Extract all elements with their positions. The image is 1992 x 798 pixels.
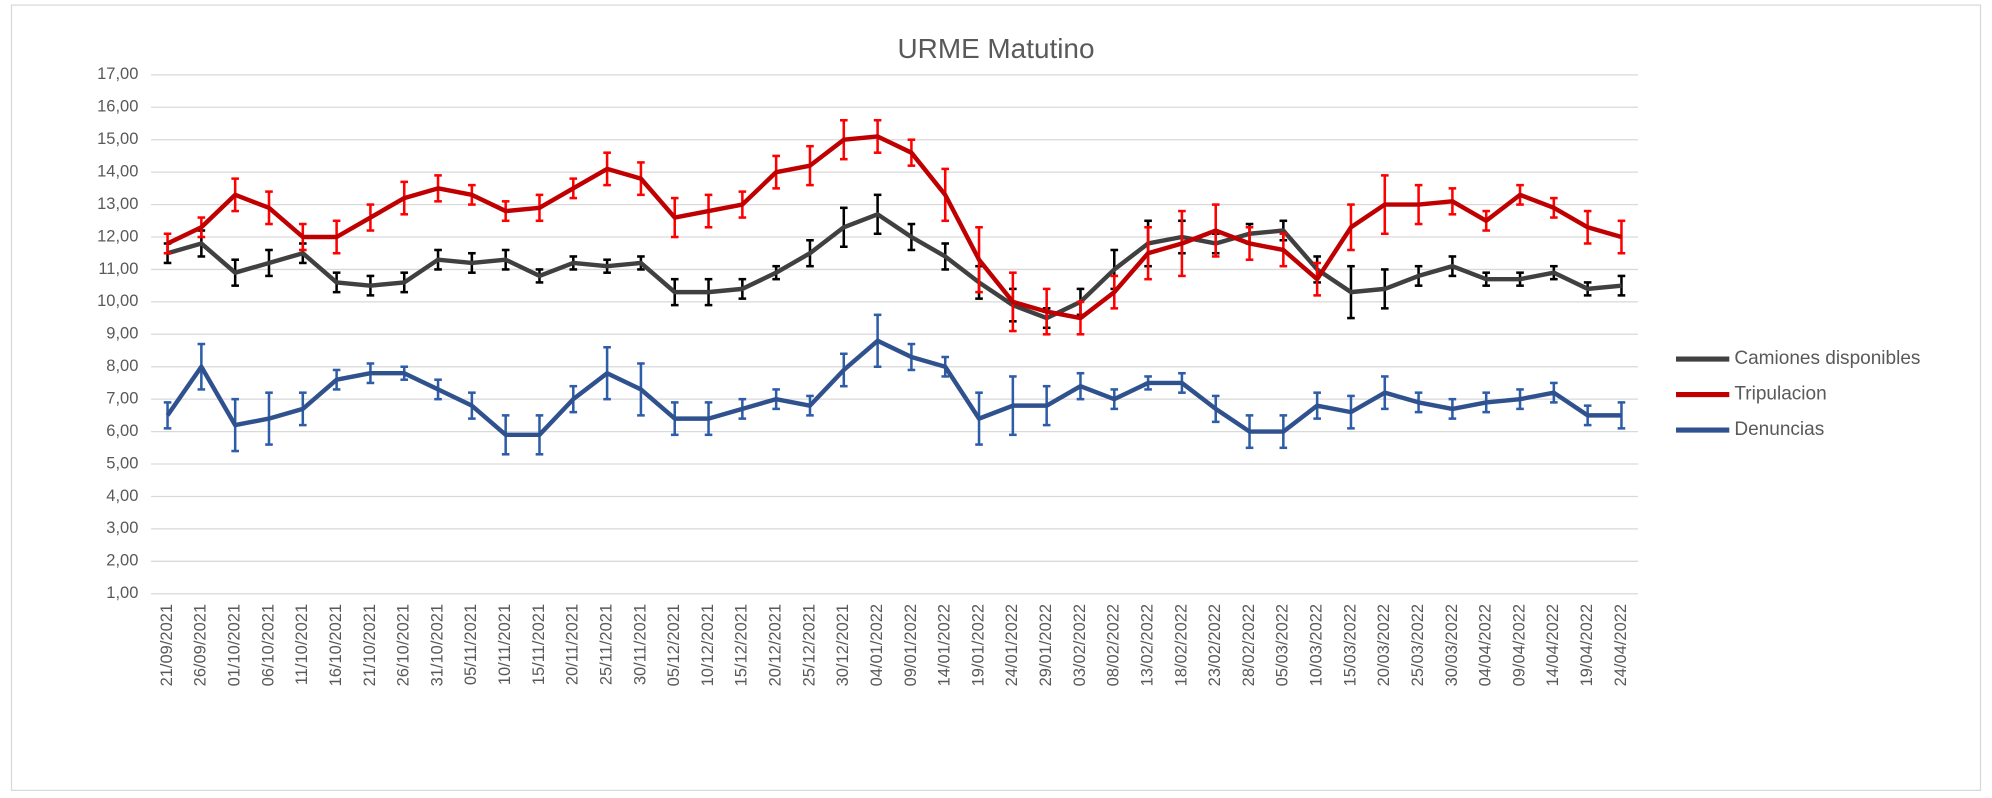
chart-border (10, 4, 1982, 792)
y-tick-label: 9,00 (106, 325, 138, 343)
y-tick-label: 16,00 (97, 98, 138, 116)
x-tick-label: 30/11/2021 (631, 604, 649, 685)
y-tick-label: 17,00 (97, 65, 138, 83)
y-tick-label: 2,00 (106, 552, 138, 570)
x-tick-label: 09/01/2022 (902, 604, 920, 687)
x-tick-label: 11/10/2021 (293, 604, 311, 685)
x-tick-label: 01/10/2021 (226, 604, 244, 687)
x-tick-label: 05/12/2021 (665, 604, 683, 687)
x-tick-label: 21/10/2021 (361, 604, 379, 687)
x-tick-label: 05/11/2021 (462, 604, 480, 685)
y-tick-label: 3,00 (106, 519, 138, 537)
x-tick-label: 26/10/2021 (395, 604, 413, 687)
legend-label: Camiones disponibles (1734, 348, 1920, 369)
x-tick-label: 04/01/2022 (868, 604, 886, 687)
y-tick-label: 6,00 (106, 422, 138, 440)
x-tick-label: 10/12/2021 (699, 604, 717, 687)
x-tick-label: 24/01/2022 (1003, 604, 1021, 687)
x-tick-label: 31/10/2021 (428, 604, 446, 687)
chart-title: URME Matutino (898, 33, 1095, 64)
y-tick-label: 1,00 (106, 584, 138, 602)
y-tick-label: 7,00 (106, 390, 138, 408)
x-tick-label: 21/09/2021 (158, 604, 176, 687)
x-tick-label: 09/04/2022 (1510, 604, 1528, 687)
y-tick-label: 13,00 (97, 195, 138, 213)
x-tick-label: 25/11/2021 (597, 604, 615, 685)
x-tick-label: 20/12/2021 (767, 604, 785, 687)
x-tick-label: 24/04/2022 (1612, 604, 1630, 687)
x-tick-label: 19/04/2022 (1578, 604, 1596, 687)
x-tick-label: 18/02/2022 (1172, 604, 1190, 687)
x-tick-label: 26/09/2021 (192, 604, 210, 687)
y-tick-label: 15,00 (97, 130, 138, 148)
x-tick-label: 05/03/2022 (1274, 604, 1292, 687)
y-tick-label: 14,00 (97, 163, 138, 181)
x-tick-label: 30/03/2022 (1443, 604, 1461, 687)
x-tick-label: 30/12/2021 (834, 604, 852, 687)
y-tick-label: 10,00 (97, 292, 138, 310)
series-line (166, 134, 1623, 321)
x-tick-label: 10/11/2021 (496, 604, 514, 685)
legend-label: Tripulacion (1734, 384, 1826, 405)
y-tick-label: 5,00 (106, 454, 138, 472)
x-tick-label: 13/02/2022 (1138, 604, 1156, 687)
x-tick-label: 20/03/2022 (1375, 604, 1393, 687)
x-tick-label: 14/01/2022 (936, 604, 954, 687)
x-tick-label: 10/03/2022 (1308, 604, 1326, 687)
y-tick-label: 8,00 (106, 357, 138, 375)
x-tick-label: 20/11/2021 (564, 604, 582, 685)
x-tick-label: 03/02/2022 (1071, 604, 1089, 687)
x-tick-label: 19/01/2022 (969, 604, 987, 687)
x-tick-label: 16/10/2021 (327, 604, 345, 687)
x-tick-label: 04/04/2022 (1477, 604, 1495, 687)
x-tick-label: 25/12/2021 (800, 604, 818, 687)
x-tick-label: 23/02/2022 (1206, 604, 1224, 687)
y-tick-label: 4,00 (106, 487, 138, 505)
series-line (166, 212, 1622, 321)
x-tick-label: 15/11/2021 (530, 604, 548, 685)
legend-label: Denuncias (1734, 419, 1824, 440)
x-tick-label: 25/03/2022 (1409, 604, 1427, 687)
x-tick-label: 28/02/2022 (1240, 604, 1258, 687)
x-tick-label: 29/01/2022 (1037, 604, 1055, 687)
x-tick-label: 06/10/2021 (259, 604, 277, 687)
y-tick-label: 11,00 (98, 260, 138, 278)
x-tick-label: 14/04/2022 (1544, 604, 1562, 687)
series-line (165, 338, 1622, 438)
x-tick-label: 08/02/2022 (1105, 604, 1123, 687)
x-tick-label: 15/03/2022 (1341, 604, 1359, 687)
x-tick-label: 15/12/2021 (733, 604, 751, 687)
y-tick-label: 12,00 (97, 227, 138, 245)
